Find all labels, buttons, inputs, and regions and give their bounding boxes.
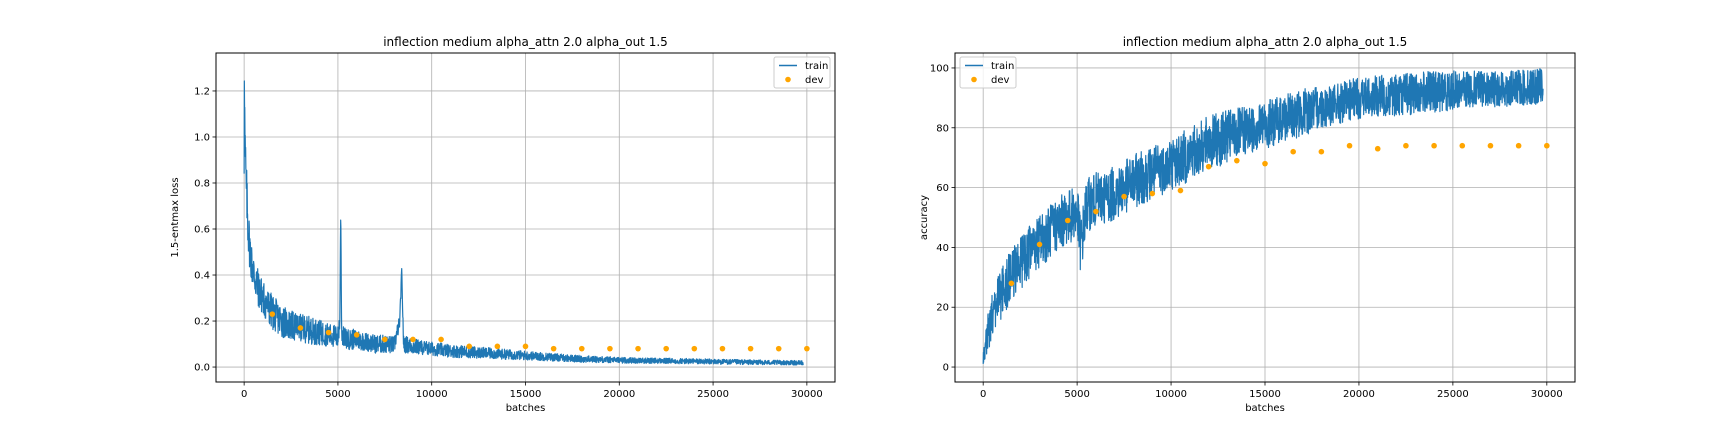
loss-dev-point xyxy=(382,336,388,343)
loss-x-tick-label: 0 xyxy=(241,389,247,400)
accuracy-dev-point xyxy=(1093,208,1099,215)
accuracy-dev-point xyxy=(1064,217,1071,224)
loss-dev-point xyxy=(466,343,473,350)
loss-x-ticks: 0 5000 10000 15000 20000 25000 30000 xyxy=(241,382,823,400)
accuracy-x-axis-label: batches xyxy=(1245,403,1285,414)
loss-train-line xyxy=(243,80,804,366)
accuracy-y-axis-label: accuracy xyxy=(919,195,930,240)
loss-dev-point xyxy=(325,329,332,336)
loss-y-tick-label: 0.2 xyxy=(194,317,210,328)
accuracy-train-line xyxy=(982,68,1544,364)
loss-legend: train dev xyxy=(773,56,831,89)
loss-dev-point xyxy=(550,345,557,352)
accuracy-dev-point xyxy=(1374,145,1381,152)
accuracy-y-tick-label: 60 xyxy=(936,183,949,194)
accuracy-x-tick-label: 0 xyxy=(980,389,986,400)
accuracy-x-tick-label: 25000 xyxy=(1437,389,1469,400)
loss-dev-point xyxy=(691,345,698,352)
loss-legend-dev-swatch xyxy=(785,76,791,83)
loss-dev-point xyxy=(578,345,585,352)
loss-x-tick-label: 30000 xyxy=(791,389,823,400)
accuracy-x-ticks: 0 5000 10000 15000 20000 25000 30000 xyxy=(980,382,1563,400)
loss-y-tick-label: 0.8 xyxy=(194,178,210,189)
loss-plot-area xyxy=(243,80,810,366)
loss-dev-point xyxy=(438,336,444,343)
accuracy-x-tick-label: 15000 xyxy=(1249,389,1281,400)
accuracy-y-tick-label: 80 xyxy=(936,123,949,134)
loss-y-ticks: 0.0 0.2 0.4 0.6 0.8 1.0 1.2 xyxy=(194,86,216,374)
loss-y-tick-label: 0.4 xyxy=(194,271,210,282)
accuracy-x-tick-label: 30000 xyxy=(1531,389,1563,400)
loss-dev-point xyxy=(494,343,501,350)
loss-dev-point xyxy=(663,345,669,352)
accuracy-y-tick-label: 100 xyxy=(930,63,949,74)
accuracy-x-tick-label: 5000 xyxy=(1064,389,1089,400)
accuracy-dev-point xyxy=(1487,142,1494,149)
accuracy-legend: train dev xyxy=(959,56,1017,89)
accuracy-dev-point xyxy=(1459,142,1466,149)
accuracy-dev-point xyxy=(1346,142,1353,149)
loss-y-tick-label: 1.0 xyxy=(194,132,210,143)
loss-dev-point xyxy=(297,325,304,331)
accuracy-dev-point xyxy=(1262,160,1268,167)
accuracy-dev-point xyxy=(1234,157,1240,164)
accuracy-dev-point xyxy=(1318,148,1325,155)
accuracy-legend-train-label: train xyxy=(991,61,1014,72)
accuracy-dev-point xyxy=(1121,193,1127,200)
loss-y-tick-label: 0.6 xyxy=(194,225,210,236)
loss-chart: 0 5000 10000 15000 20000 25000 30000 0.0 0.2 0.4… xyxy=(170,35,836,414)
accuracy-dev-point xyxy=(1036,241,1043,248)
loss-chart-title: inflection medium alpha_attn 2.0 alpha_o… xyxy=(383,35,668,49)
accuracy-x-tick-label: 10000 xyxy=(1155,389,1187,400)
accuracy-y-tick-label: 40 xyxy=(936,243,949,254)
loss-y-tick-label: 0.0 xyxy=(194,363,210,374)
accuracy-chart-title: inflection medium alpha_attn 2.0 alpha_o… xyxy=(1123,35,1408,49)
loss-dev-point xyxy=(410,336,416,343)
accuracy-plot-area xyxy=(982,68,1550,364)
loss-dev-point xyxy=(719,345,726,352)
loss-dev-point xyxy=(522,343,529,350)
accuracy-x-tick-label: 20000 xyxy=(1343,389,1375,400)
loss-legend-train-label: train xyxy=(805,61,828,72)
loss-x-tick-label: 20000 xyxy=(603,389,635,400)
accuracy-y-tick-label: 0 xyxy=(943,363,949,374)
accuracy-dev-point xyxy=(1177,187,1184,194)
loss-x-axis-label: batches xyxy=(506,403,546,414)
loss-y-axis-label: 1.5-entmax loss xyxy=(170,177,181,257)
loss-dev-point xyxy=(353,332,360,338)
loss-x-tick-label: 15000 xyxy=(510,389,542,400)
accuracy-y-tick-label: 20 xyxy=(936,303,949,314)
loss-x-tick-label: 10000 xyxy=(416,389,448,400)
accuracy-dev-point xyxy=(1403,142,1409,149)
loss-x-tick-label: 5000 xyxy=(325,389,350,400)
accuracy-dev-point xyxy=(1290,148,1296,155)
loss-dev-point xyxy=(747,345,754,352)
loss-x-tick-label: 25000 xyxy=(697,389,729,400)
loss-grid xyxy=(216,53,835,382)
accuracy-dev-point xyxy=(1544,142,1550,149)
loss-dev-point xyxy=(804,345,810,352)
accuracy-chart: 0 5000 10000 15000 20000 25000 30000 0 20 40 60 80… xyxy=(919,35,1576,414)
accuracy-legend-dev-label: dev xyxy=(991,75,1010,86)
accuracy-dev-point xyxy=(1431,142,1437,149)
loss-y-tick-label: 1.2 xyxy=(194,86,210,97)
loss-dev-point xyxy=(607,345,613,352)
loss-dev-point xyxy=(635,345,641,352)
loss-dev-point xyxy=(775,345,782,352)
accuracy-dev-point xyxy=(1205,163,1212,170)
loss-legend-dev-label: dev xyxy=(805,75,824,86)
accuracy-dev-point xyxy=(1149,190,1156,197)
accuracy-y-ticks: 0 20 40 60 80 100 xyxy=(930,63,955,374)
accuracy-legend-dev-swatch xyxy=(971,76,977,83)
accuracy-dev-point xyxy=(1515,142,1522,149)
accuracy-dev-point xyxy=(1008,280,1015,287)
loss-dev-point xyxy=(269,311,276,317)
